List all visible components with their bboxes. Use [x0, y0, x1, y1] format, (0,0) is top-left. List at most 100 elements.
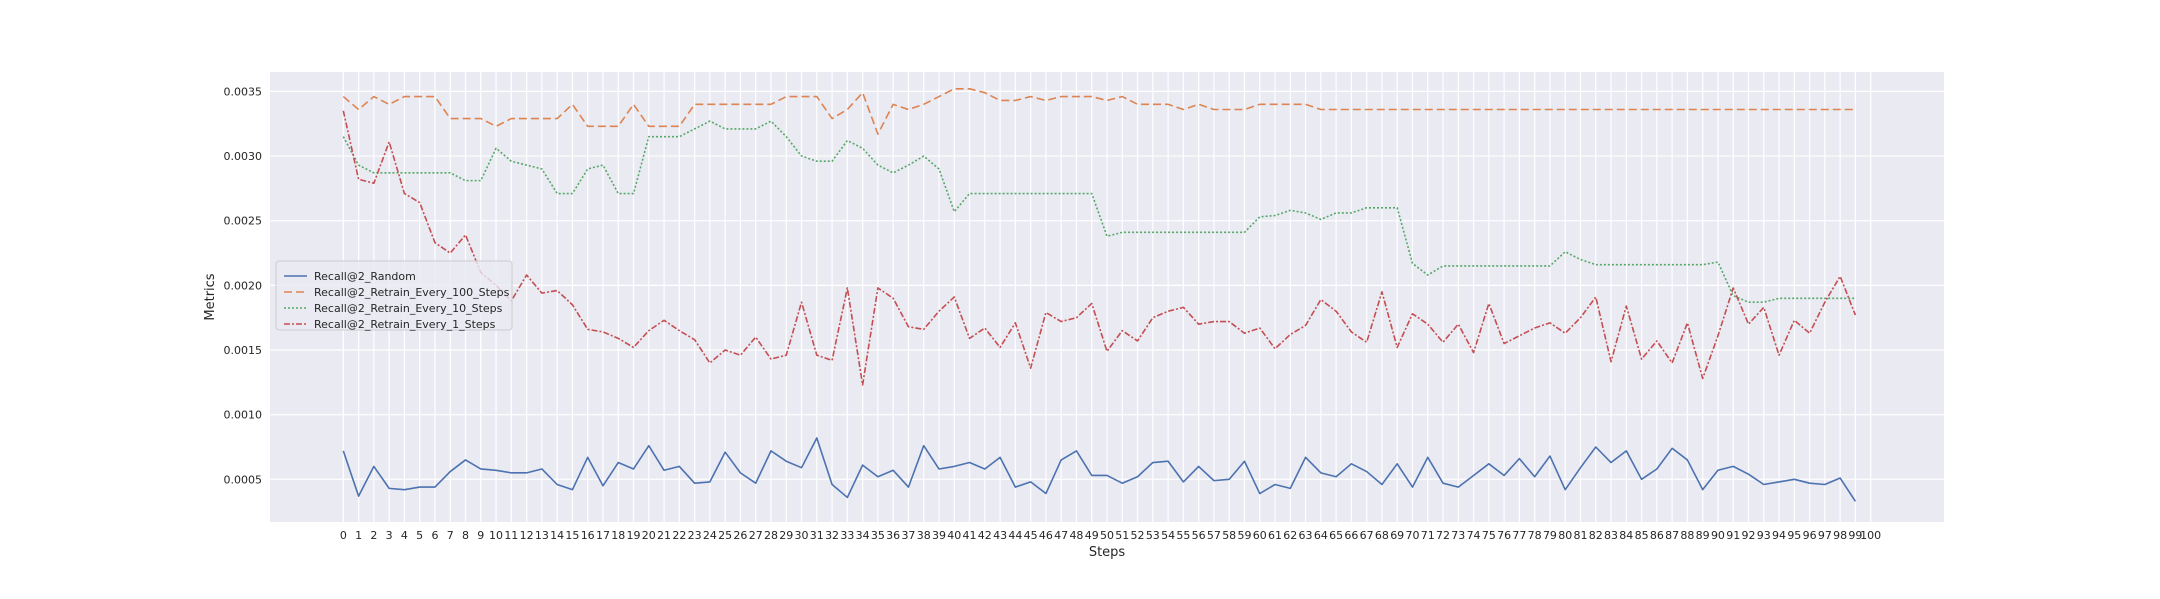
x-tick-label: 0	[340, 529, 347, 542]
x-tick-label: 81	[1573, 529, 1587, 542]
x-tick-label: 11	[504, 529, 518, 542]
x-tick-label: 58	[1222, 529, 1236, 542]
x-tick-label: 35	[871, 529, 885, 542]
x-tick-label: 39	[932, 529, 946, 542]
y-tick-label: 0.0035	[224, 85, 263, 98]
x-tick-label: 8	[462, 529, 469, 542]
x-tick-label: 43	[993, 529, 1007, 542]
x-tick-label: 53	[1146, 529, 1160, 542]
x-tick-label: 65	[1329, 529, 1343, 542]
x-tick-label: 77	[1512, 529, 1526, 542]
x-tick-label: 99	[1848, 529, 1862, 542]
x-tick-label: 38	[917, 529, 931, 542]
x-tick-label: 54	[1161, 529, 1175, 542]
x-tick-label: 52	[1131, 529, 1145, 542]
series-line-1	[342, 437, 1857, 502]
legend-label: Recall@2_Retrain_Every_1_Steps	[314, 318, 496, 331]
x-tick-label: 31	[810, 529, 824, 542]
x-tick-label: 10	[489, 529, 503, 542]
x-tick-label: 74	[1467, 529, 1481, 542]
x-tick-label: 33	[840, 529, 854, 542]
x-tick-label: 26	[733, 529, 747, 542]
x-tick-label: 55	[1176, 529, 1190, 542]
x-tick-label: 78	[1528, 529, 1542, 542]
x-tick-label: 100	[1860, 529, 1881, 542]
x-tick-label: 41	[963, 529, 977, 542]
legend: Recall@2_Random Recall@2_Retrain_Every_10…	[275, 260, 513, 331]
x-tick-label: 6	[431, 529, 438, 542]
x-tick-label: 4	[401, 529, 408, 542]
x-tick-label: 14	[550, 529, 564, 542]
y-tick-label: 0.0030	[224, 150, 263, 163]
x-tick-label: 20	[642, 529, 656, 542]
x-tick-label: 16	[581, 529, 595, 542]
x-tick-label: 83	[1604, 529, 1618, 542]
x-tick-label: 63	[1299, 529, 1313, 542]
x-tick-label: 5	[416, 529, 423, 542]
series-layer	[342, 88, 1857, 502]
x-tick-label: 3	[386, 529, 393, 542]
legend-label: Recall@2_Random	[314, 270, 416, 283]
x-tick-label: 88	[1680, 529, 1694, 542]
x-tick-label: 50	[1100, 529, 1114, 542]
x-tick-label: 68	[1375, 529, 1389, 542]
x-tick-label: 21	[657, 529, 671, 542]
x-tick-label: 60	[1253, 529, 1267, 542]
x-tick-label: 46	[1039, 529, 1053, 542]
legend-label: Recall@2_Retrain_Every_100_Steps	[314, 286, 510, 299]
y-tick-label: 0.0005	[224, 473, 263, 486]
x-tick-label: 56	[1192, 529, 1206, 542]
x-tick-label: 15	[565, 529, 579, 542]
legend-label: Recall@2_Retrain_Every_10_Steps	[314, 302, 503, 315]
y-tick-label: 0.0015	[224, 344, 263, 357]
x-tick-label: 51	[1115, 529, 1129, 542]
x-tick-label: 96	[1803, 529, 1817, 542]
x-tick-label: 59	[1237, 529, 1251, 542]
x-tick-label: 2	[370, 529, 377, 542]
x-tick-label: 42	[978, 529, 992, 542]
x-tick-label: 89	[1696, 529, 1710, 542]
x-tick-label: 24	[703, 529, 717, 542]
x-tick-label: 79	[1543, 529, 1557, 542]
x-tick-label: 23	[688, 529, 702, 542]
x-tick-label: 84	[1619, 529, 1633, 542]
y-axis-ticks: 0.0005 0.0010 0.0015 0.0020 0.0025 0.0030 0.00…	[224, 85, 263, 486]
x-tick-label: 71	[1421, 529, 1435, 542]
x-tick-label: 17	[596, 529, 610, 542]
x-tick-label: 87	[1665, 529, 1679, 542]
x-axis-ticks: 0 1 2 3 4 5 6 7 8 9 10 11 12 13 14 15 16 17 18 19 20 21 22 23 24…	[340, 529, 1881, 542]
x-tick-label: 36	[886, 529, 900, 542]
x-tick-label: 45	[1024, 529, 1038, 542]
x-tick-label: 75	[1482, 529, 1496, 542]
x-tick-label: 1	[355, 529, 362, 542]
x-tick-label: 13	[535, 529, 549, 542]
x-tick-label: 40	[947, 529, 961, 542]
series-line-4	[342, 110, 1857, 386]
x-tick-label: 19	[627, 529, 641, 542]
series-line-2	[342, 88, 1856, 135]
x-tick-label: 28	[764, 529, 778, 542]
x-tick-label: 94	[1772, 529, 1786, 542]
x-tick-label: 18	[611, 529, 625, 542]
y-axis-label: Metrics	[203, 273, 218, 320]
x-tick-label: 72	[1436, 529, 1450, 542]
x-tick-label: 37	[901, 529, 915, 542]
x-tick-label: 27	[749, 529, 763, 542]
x-tick-label: 85	[1635, 529, 1649, 542]
x-tick-label: 92	[1741, 529, 1755, 542]
x-tick-label: 64	[1314, 529, 1328, 542]
y-tick-label: 0.0010	[224, 409, 263, 422]
y-tick-label: 0.0025	[224, 215, 263, 228]
x-tick-label: 67	[1360, 529, 1374, 542]
x-tick-label: 48	[1069, 529, 1083, 542]
x-tick-label: 91	[1726, 529, 1740, 542]
x-tick-label: 57	[1207, 529, 1221, 542]
x-tick-label: 69	[1390, 529, 1404, 542]
x-tick-label: 25	[718, 529, 732, 542]
x-tick-label: 9	[477, 529, 484, 542]
x-tick-label: 93	[1757, 529, 1771, 542]
x-tick-label: 34	[856, 529, 870, 542]
x-tick-label: 62	[1283, 529, 1297, 542]
x-tick-label: 76	[1497, 529, 1511, 542]
